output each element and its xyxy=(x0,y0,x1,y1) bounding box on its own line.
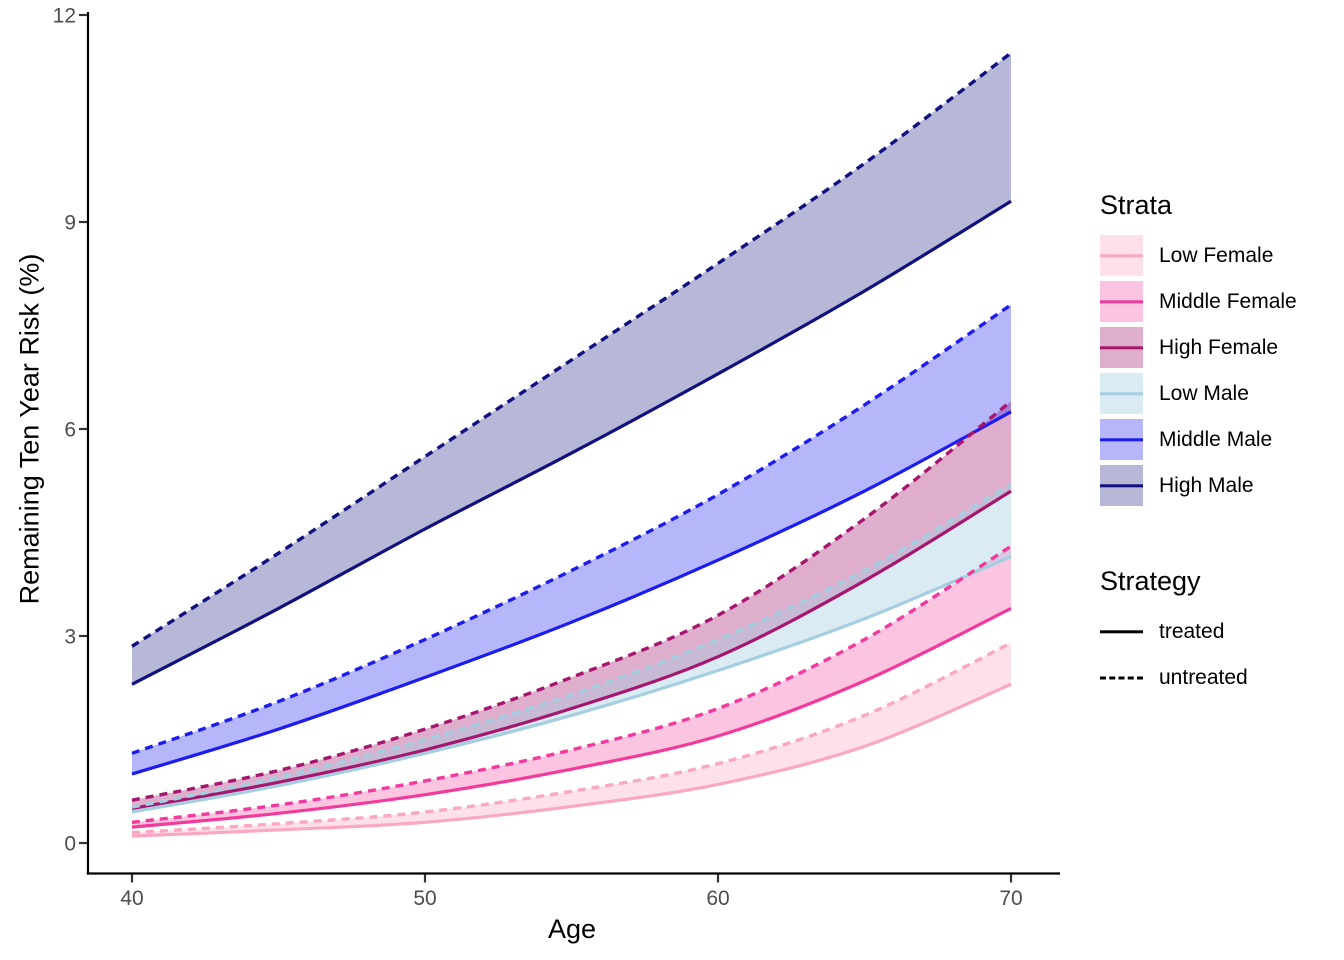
legend-key-line-high-male xyxy=(1100,483,1143,488)
x-tick-label-60: 60 xyxy=(706,887,729,910)
x-tick-label-40: 40 xyxy=(120,887,143,910)
legend-label-high-female: High Female xyxy=(1159,335,1279,359)
line-treated-high-male xyxy=(131,199,1012,686)
legend-label-untreated: untreated xyxy=(1159,665,1248,689)
legend-key-low-male xyxy=(1100,373,1143,414)
strata-legend-title: Strata xyxy=(1100,190,1173,220)
y-axis-title: Remaining Ten Year Risk (%) xyxy=(14,253,45,605)
legend-item-high-female: High Female xyxy=(1100,327,1344,368)
ribbon-low-female xyxy=(132,642,1011,837)
line-untreated-middle-female xyxy=(131,544,1012,824)
legend-label-middle-male: Middle Male xyxy=(1159,427,1273,451)
legend-label-middle-female: Middle Female xyxy=(1159,289,1297,313)
y-tick-label-0: 0 xyxy=(64,833,76,856)
y-tick-label-3: 3 xyxy=(64,626,76,649)
legend-item-high-male: High Male xyxy=(1100,465,1344,506)
legend-label-low-male: Low Male xyxy=(1159,381,1249,405)
line-untreated-middle-male xyxy=(131,303,1012,755)
legend-key-untreated xyxy=(1100,657,1143,698)
line-untreated-low-female xyxy=(131,641,1012,835)
legend-item-low-male: Low Male xyxy=(1100,373,1344,414)
legend-key-middle-male xyxy=(1100,419,1143,460)
legend-key-high-male xyxy=(1100,465,1143,506)
legend-key-line-high-female xyxy=(1100,345,1143,350)
ribbon-middle-male xyxy=(132,304,1011,774)
line-treated-low-male xyxy=(131,555,1012,814)
line-treated-high-female xyxy=(131,489,1012,811)
line-treated-middle-male xyxy=(131,410,1012,776)
strategy-legend-items: treated untreated xyxy=(1100,611,1344,698)
line-untreated-low-male xyxy=(131,482,1012,809)
y-tick-label-6: 6 xyxy=(64,419,76,442)
x-tick-label-50: 50 xyxy=(413,887,436,910)
legend-key-middle-female xyxy=(1100,281,1143,322)
legend-key-low-female xyxy=(1100,235,1143,276)
strategy-legend-title: Strategy xyxy=(1100,566,1201,596)
legend-key-line-untreated xyxy=(1100,676,1143,679)
ribbon-high-male xyxy=(132,53,1011,685)
legend-key-line-middle-male xyxy=(1100,437,1143,442)
legend-label-low-female: Low Female xyxy=(1159,243,1274,267)
legend-key-line-middle-female xyxy=(1100,299,1143,304)
line-untreated-high-male xyxy=(131,51,1013,648)
legend-item-low-female: Low Female xyxy=(1100,235,1344,276)
legend-item-middle-male: Middle Male xyxy=(1100,419,1344,460)
legend-label-high-male: High Male xyxy=(1159,473,1254,497)
y-tick-label-9: 9 xyxy=(64,212,76,235)
strata-legend-items: Low Female Middle Female High Female Low Ma… xyxy=(1100,235,1344,506)
x-tick-label-70: 70 xyxy=(999,887,1022,910)
legend-key-line-treated xyxy=(1100,629,1143,634)
y-tick-label-12: 12 xyxy=(53,5,76,28)
ribbon-middle-female xyxy=(132,546,1011,828)
legend-key-high-female xyxy=(1100,327,1143,368)
legend-item-middle-female: Middle Female xyxy=(1100,281,1344,322)
legend-label-treated: treated xyxy=(1159,619,1225,643)
line-treated-middle-female xyxy=(131,606,1012,829)
legend-key-line-low-female xyxy=(1100,253,1143,258)
legend-key-line-low-male xyxy=(1100,391,1143,396)
line-treated-low-female xyxy=(131,682,1012,838)
legend: Strata Low Female Middle Female High Femal… xyxy=(1100,190,1344,703)
legend-key-treated xyxy=(1100,611,1143,652)
x-axis-title: Age xyxy=(547,914,597,944)
legend-item-untreated: untreated xyxy=(1100,657,1344,698)
legend-item-treated: treated xyxy=(1100,611,1344,652)
